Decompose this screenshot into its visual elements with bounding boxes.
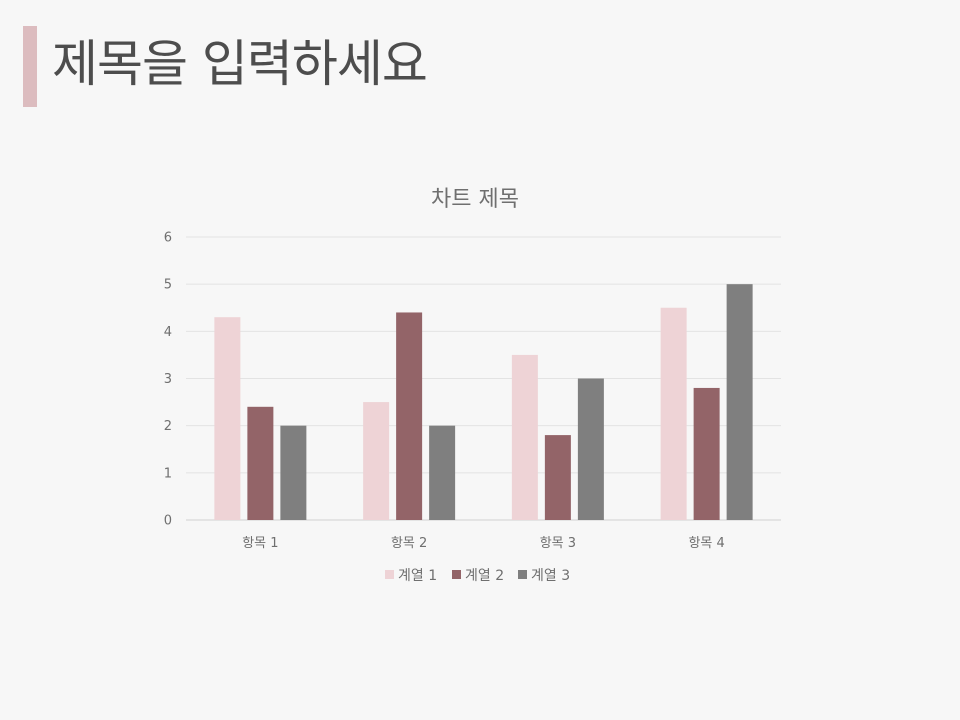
chart-title: 차트 제목 xyxy=(431,187,519,212)
y-tick-label: 3 xyxy=(164,372,172,387)
x-axis-ticks: 항목 1 항목 2 항목 3 항목 4 xyxy=(242,536,725,551)
bar-series-3-category-2[interactable] xyxy=(429,425,456,520)
y-axis-ticks: 0 1 2 3 4 5 6 xyxy=(164,231,172,529)
y-tick-label: 1 xyxy=(164,466,172,481)
bar-series-2-category-1[interactable] xyxy=(247,406,274,520)
x-tick-label: 항목 2 xyxy=(391,536,427,551)
bar-series-1-category-4[interactable] xyxy=(660,307,687,520)
gridlines xyxy=(186,236,781,521)
bar-series-2-category-3[interactable] xyxy=(544,435,571,520)
bar-series-3-category-4[interactable] xyxy=(726,284,753,520)
legend-swatch xyxy=(518,570,527,579)
bar-series-1-category-1[interactable] xyxy=(214,317,241,520)
slide-title[interactable]: 제목을 입력하세요 xyxy=(52,35,428,93)
legend-swatch xyxy=(385,570,394,579)
bars xyxy=(214,284,753,521)
legend: 계열 1 계열 2 계열 3 xyxy=(385,568,570,584)
bar-series-2-category-4[interactable] xyxy=(693,387,720,520)
bar-series-3-category-1[interactable] xyxy=(280,425,307,520)
bar-series-1-category-3[interactable] xyxy=(511,354,538,520)
legend-label: 계열 2 xyxy=(465,568,504,584)
x-tick-label: 항목 3 xyxy=(540,536,576,551)
x-tick-label: 항목 1 xyxy=(242,536,278,551)
y-tick-label: 2 xyxy=(164,419,172,434)
bar-series-1-category-2[interactable] xyxy=(363,402,390,520)
y-tick-label: 4 xyxy=(164,325,172,340)
bar-series-2-category-2[interactable] xyxy=(396,312,423,520)
bar-series-3-category-3[interactable] xyxy=(577,378,604,521)
legend-label: 계열 1 xyxy=(398,568,437,584)
y-tick-label: 0 xyxy=(164,514,172,529)
x-tick-label: 항목 4 xyxy=(688,536,724,551)
y-tick-label: 6 xyxy=(164,231,172,246)
y-tick-label: 5 xyxy=(164,278,172,293)
title-accent-bar xyxy=(23,26,37,107)
legend-label: 계열 3 xyxy=(531,568,570,584)
legend-swatch xyxy=(452,570,461,579)
